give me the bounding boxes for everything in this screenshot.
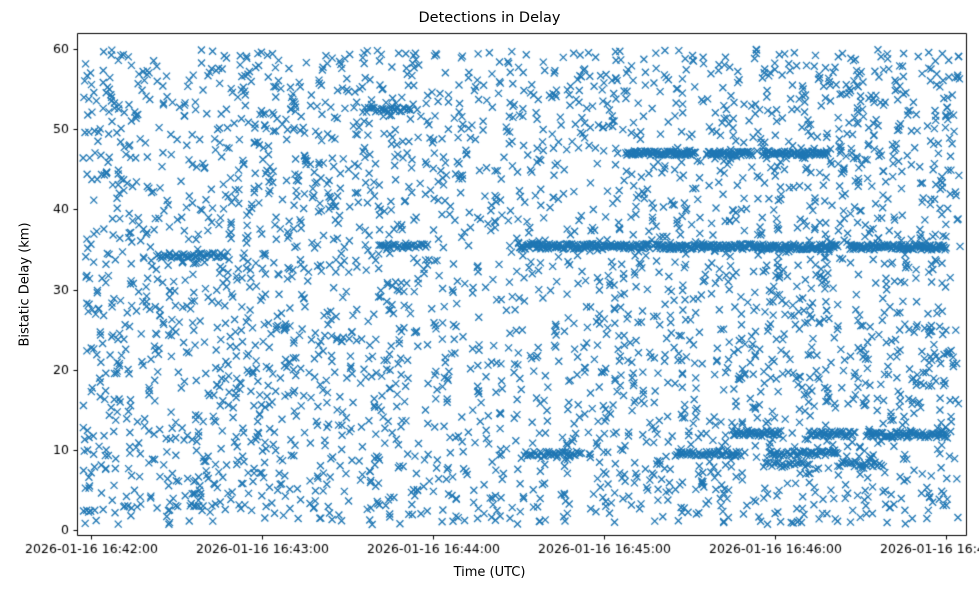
scatter-plot-canvas [0, 0, 979, 590]
matplotlib-figure: Detections in Delay Time (UTC) Bistatic … [0, 0, 979, 590]
